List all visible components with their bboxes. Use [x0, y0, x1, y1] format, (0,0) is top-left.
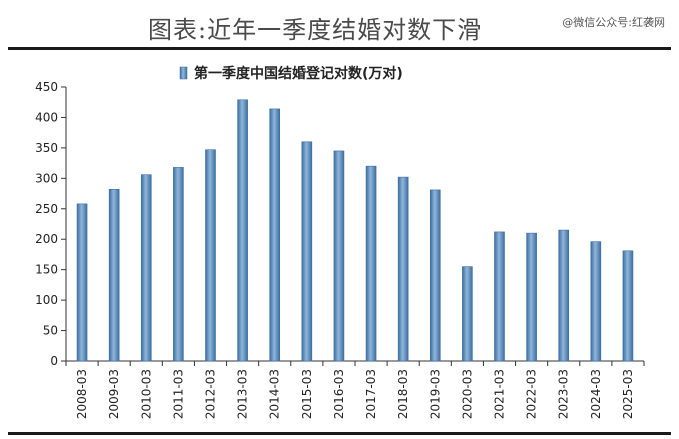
legend-label: 第一季度中国结婚登记对数(万对): [194, 65, 403, 82]
x-tick-label: 2014-03: [268, 369, 282, 419]
x-tick-label: 2017-03: [364, 369, 378, 419]
x-tick-label: 2008-03: [75, 369, 89, 419]
bar-2019-03: [429, 189, 441, 362]
bar-2011-03: [173, 167, 184, 362]
y-axis: 0 50 100 150 200 250 300 350 400 450: [35, 80, 67, 368]
x-tick-label: 2011-03: [171, 369, 185, 419]
y-tick-label: 400: [35, 110, 58, 124]
x-tick-label: 2020-03: [460, 369, 474, 419]
x-tick-label: 2019-03: [428, 369, 442, 419]
bar-2022-03: [526, 232, 537, 362]
x-axis: 2008-03 2009-03 2010-03 2011-03 2012-03 2013-…: [65, 360, 645, 419]
bar-2025-03: [622, 250, 634, 362]
y-tick-label: 350: [35, 141, 58, 155]
bar-2016-03: [333, 150, 345, 362]
bar-2009-03: [108, 188, 120, 362]
y-tick-label: 200: [35, 232, 58, 246]
y-tick-label: 0: [50, 354, 58, 368]
x-tick-label: 2025-03: [621, 369, 635, 419]
bar-2014-03: [269, 108, 281, 362]
x-tick-label: 2016-03: [332, 369, 346, 419]
page-title: 图表:近年一季度结婚对数下滑: [148, 16, 483, 44]
bottom-rule: [8, 432, 671, 435]
bar-2013-03: [237, 99, 248, 362]
bar-2024-03: [590, 241, 602, 362]
x-tick-label: 2010-03: [139, 369, 153, 419]
y-tick-label: 250: [35, 202, 58, 216]
bar-2008-03: [76, 203, 88, 362]
bar-2017-03: [365, 165, 377, 362]
y-tick-label: 50: [43, 324, 58, 338]
y-tick-label: 150: [35, 263, 58, 277]
bar-series: [76, 99, 634, 362]
x-tick-label: 2021-03: [493, 369, 507, 419]
y-tick-label: 450: [35, 80, 58, 94]
legend-swatch: [179, 66, 188, 80]
bar-2020-03: [462, 266, 473, 362]
x-tick-label: 2022-03: [525, 369, 539, 419]
x-tick-label: 2012-03: [204, 369, 218, 419]
x-tick-label: 2024-03: [589, 369, 603, 419]
chart-legend: 第一季度中国结婚登记对数(万对): [179, 65, 403, 82]
x-tick-label: 2015-03: [300, 369, 314, 419]
bar-2021-03: [494, 231, 505, 362]
watermark: @微信公众号:红袭网: [562, 16, 665, 29]
top-rule: [8, 47, 671, 50]
y-tick-label: 300: [35, 171, 58, 185]
bar-2012-03: [205, 149, 216, 362]
bar-2018-03: [397, 176, 409, 362]
bar-2015-03: [301, 141, 313, 362]
y-tick-label: 100: [35, 293, 58, 307]
x-tick-label: 2023-03: [557, 369, 571, 419]
bar-2010-03: [140, 174, 152, 362]
x-tick-label: 2013-03: [236, 369, 250, 419]
x-tick-label: 2018-03: [396, 369, 410, 419]
bar-2023-03: [558, 229, 570, 362]
x-tick-label: 2009-03: [107, 369, 121, 419]
